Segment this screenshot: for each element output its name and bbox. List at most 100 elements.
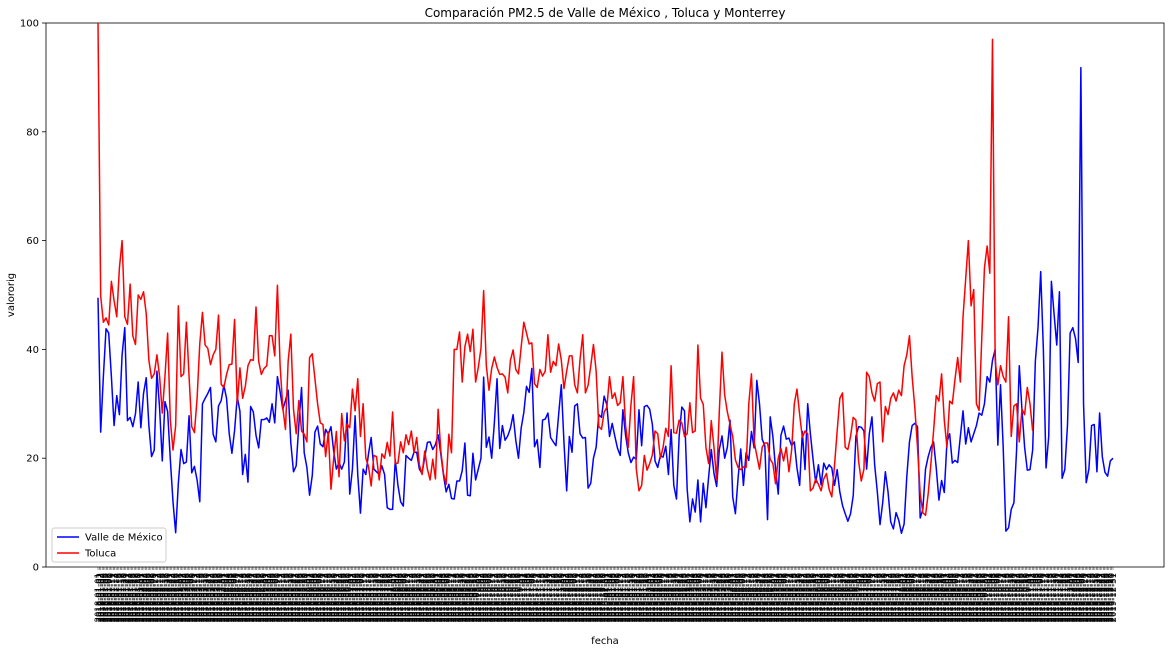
x-tick-label: 2019-12-28 <box>1105 573 1115 622</box>
x-tick-label: 2019-10-24 <box>1014 573 1024 622</box>
x-tick-label: 2018-04-08 <box>229 573 239 622</box>
x-tick-label: 2018-07-04 <box>350 573 360 622</box>
x-tick-label: 2019-07-11 <box>868 573 878 622</box>
x-tick-label: 2019-04-16 <box>748 573 758 622</box>
x-tick-label: 2018-01-23 <box>125 573 135 622</box>
x-tick-label: 2018-01-08 <box>104 573 114 622</box>
x-tick-label: 2018-06-29 <box>343 573 353 622</box>
x-tick-label: 2019-04-04 <box>732 573 742 622</box>
x-tick-label: 2018-07-06 <box>353 573 363 622</box>
x-tick-label: 2019-05-07 <box>778 573 788 622</box>
x-tick-label: 2019-03-09 <box>695 573 705 622</box>
x-tick-label: 2018-06-07 <box>313 573 323 622</box>
x-tick-label: 2018-06-15 <box>324 573 334 622</box>
x-tick-label: 2018-10-25 <box>508 573 518 622</box>
x-tick-label: 2018-08-14 <box>407 573 417 622</box>
x-tick-label: 2018-06-08 <box>314 573 324 622</box>
x-tick-label: 2019-08-31 <box>939 573 949 622</box>
x-tick-label: 2019-10-19 <box>1007 573 1017 622</box>
x-tick-label: 2018-12-19 <box>584 573 594 622</box>
x-tick-label: 2018-12-06 <box>566 573 576 622</box>
x-tick-label: 2018-09-17 <box>455 573 465 622</box>
y-tick-label: 100 <box>20 19 39 30</box>
x-tick-label: 2019-01-14 <box>620 573 630 622</box>
x-tick-label: 2019-01-08 <box>612 573 622 622</box>
x-tick-label: 2019-02-11 <box>659 573 669 622</box>
x-tick-label: 2019-09-29 <box>980 573 990 622</box>
x-tick-label: 2018-05-03 <box>264 573 274 622</box>
x-tick-label: 2019-08-25 <box>931 573 941 622</box>
x-tick-label: 2019-09-26 <box>975 573 985 622</box>
x-tick-label: 2018-05-09 <box>272 573 282 622</box>
x-tick-label: 2018-02-01 <box>137 573 147 622</box>
x-tick-label: 2019-12-11 <box>1081 573 1091 622</box>
x-tick-label: 2018-09-30 <box>473 573 483 622</box>
x-tick-label: 2018-01-12 <box>109 573 119 622</box>
x-tick-label: 2018-09-27 <box>469 573 479 622</box>
x-tick-label: 2018-07-25 <box>379 573 389 622</box>
x-tick-label: 2018-02-18 <box>161 573 171 622</box>
x-tick-label: 2019-10-13 <box>999 573 1009 622</box>
x-tick-label: 2019-03-18 <box>708 573 718 622</box>
x-tick-label: 2018-02-25 <box>171 573 181 622</box>
x-tick-label: 2018-02-09 <box>148 573 158 622</box>
x-tick-label: 2018-11-07 <box>526 573 536 622</box>
x-tick-label: 2019-04-21 <box>755 573 765 622</box>
x-tick-label: 2018-05-06 <box>268 573 278 622</box>
x-tick-label: 2019-06-03 <box>815 573 825 622</box>
x-tick-label: 2018-10-31 <box>516 573 526 622</box>
x-tick-label: 2019-09-02 <box>942 573 952 622</box>
x-tick-label: 2018-06-25 <box>338 573 348 622</box>
x-tick-label: 2018-05-18 <box>285 573 295 622</box>
x-tick-label: 2018-02-19 <box>162 573 172 622</box>
x-tick-label: 2018-10-16 <box>495 573 505 622</box>
x-tick-label: 2019-12-29 <box>1106 573 1116 622</box>
x-tick-label: 2019-01-09 <box>613 573 623 622</box>
x-tick-label: 2019-03-15 <box>704 573 714 622</box>
x-tick-label: 2019-09-08 <box>950 573 960 622</box>
x-tick-label: 2019-06-22 <box>842 573 852 622</box>
x-tick-label: 2019-06-30 <box>853 573 863 622</box>
x-tick-label: 2019-11-08 <box>1035 573 1045 622</box>
x-tick-label: 2018-01-17 <box>116 573 126 622</box>
x-tick-label: 2019-07-05 <box>860 573 870 622</box>
x-tick-label: 2019-07-07 <box>863 573 873 622</box>
x-tick-label: 2019-11-07 <box>1034 573 1044 622</box>
x-tick-label: 2019-03-12 <box>700 573 710 622</box>
x-tick-label: 2018-07-19 <box>371 573 381 622</box>
x-tick-label: 2019-06-21 <box>840 573 850 622</box>
x-tick-label: 2018-05-14 <box>279 573 289 622</box>
x-tick-label: 2018-02-11 <box>151 573 161 622</box>
x-tick-label: 2019-10-02 <box>984 573 994 622</box>
x-tick-label: 2019-11-12 <box>1041 573 1051 622</box>
x-tick-label: 2019-06-29 <box>851 573 861 622</box>
x-tick-label: 2018-05-31 <box>303 573 313 622</box>
x-tick-label: 2019-12-19 <box>1092 573 1102 622</box>
x-tick-label: 2019-06-26 <box>847 573 857 622</box>
x-tick-label: 2019-08-02 <box>899 573 909 622</box>
x-tick-label: 2018-09-28 <box>470 573 480 622</box>
x-tick-label: 2019-04-08 <box>737 573 747 622</box>
x-tick-label: 2018-09-24 <box>464 573 474 622</box>
x-tick-label: 2018-09-14 <box>450 573 460 622</box>
x-tick-label: 2019-10-03 <box>985 573 995 622</box>
x-tick-label: 2018-11-24 <box>549 573 559 622</box>
x-tick-label: 2018-09-05 <box>438 573 448 622</box>
x-tick-label: 2018-08-05 <box>395 573 405 622</box>
x-tick-label: 2019-07-14 <box>872 573 882 622</box>
x-tick-label: 2019-12-27 <box>1103 573 1113 622</box>
x-tick-label: 2019-04-10 <box>740 573 750 622</box>
x-tick-label: 2018-12-24 <box>591 573 601 622</box>
x-tick-label: 2018-04-06 <box>226 573 236 622</box>
x-tick-label: 2018-05-02 <box>262 573 272 622</box>
x-tick-label: 2019-02-04 <box>650 573 660 622</box>
x-tick-label: 2018-07-03 <box>349 573 359 622</box>
x-tick-label: 2019-06-11 <box>826 573 836 622</box>
plot-area <box>45 22 1165 568</box>
x-tick-label: 2019-11-10 <box>1038 573 1048 622</box>
x-tick-label: 2018-11-17 <box>540 573 550 622</box>
x-tick-label: 2018-06-22 <box>333 573 343 622</box>
x-tick-label: 2018-08-28 <box>427 573 437 622</box>
x-tick-label: 2019-11-13 <box>1042 573 1052 622</box>
x-tick-label: 2019-05-05 <box>775 573 785 622</box>
